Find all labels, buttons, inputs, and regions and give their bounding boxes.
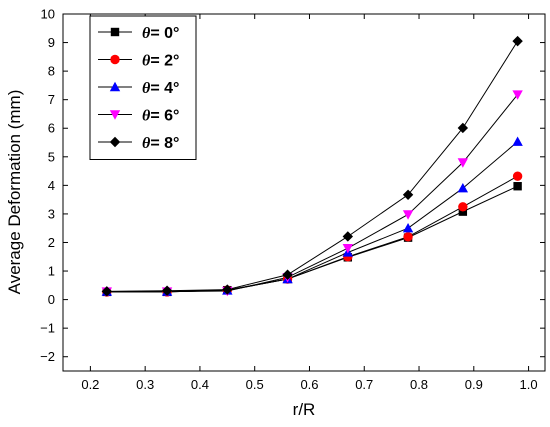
data-point-4-4 bbox=[342, 231, 354, 242]
x-tick-label: 0.8 bbox=[410, 377, 428, 392]
data-point-3-6 bbox=[457, 158, 469, 168]
x-axis-title: r/R bbox=[293, 400, 316, 419]
data-point-1-7 bbox=[512, 171, 523, 181]
legend-name-4: = 8° bbox=[150, 135, 179, 152]
y-tick-label: 7 bbox=[48, 92, 55, 107]
y-tick-label: 9 bbox=[48, 35, 55, 50]
legend-label-3: θ= 6° bbox=[142, 108, 179, 125]
legend-marker-1 bbox=[110, 54, 120, 65]
y-tick-label: 1 bbox=[48, 264, 55, 279]
data-point-4-2 bbox=[222, 284, 233, 295]
y-tick-label: 3 bbox=[48, 206, 55, 221]
y-tick-label: 0 bbox=[48, 292, 55, 307]
y-tick-label: 2 bbox=[48, 235, 55, 250]
series-lines bbox=[106, 40, 519, 293]
y-tick-label: 4 bbox=[48, 178, 55, 193]
data-point-4-1 bbox=[161, 285, 173, 296]
x-tick-label: 0.6 bbox=[300, 377, 318, 392]
legend-symbol-1: θ bbox=[142, 53, 151, 70]
x-tick-label: 0.7 bbox=[355, 377, 373, 392]
legend-marker-3 bbox=[109, 110, 121, 120]
y-tick-label: 5 bbox=[48, 149, 55, 164]
legend: θ= 0°θ= 2°θ= 4°θ= 6°θ= 8° bbox=[89, 15, 197, 160]
legend-name-3: = 6° bbox=[150, 108, 179, 125]
y-tick-label: −2 bbox=[40, 349, 55, 364]
x-tick-label: 0.3 bbox=[136, 377, 154, 392]
legend-name-0: = 0° bbox=[150, 25, 179, 42]
y-tick-label: 10 bbox=[41, 7, 55, 22]
legend-name-2: = 4° bbox=[150, 80, 179, 97]
legend-label-4: θ= 8° bbox=[142, 135, 179, 152]
x-tick-label: 0.5 bbox=[246, 377, 264, 392]
data-point-1-5 bbox=[403, 232, 413, 242]
series-line-3 bbox=[106, 94, 519, 293]
data-point-4-0 bbox=[101, 286, 113, 297]
data-point-2-7 bbox=[512, 136, 523, 146]
data-point-4-6 bbox=[457, 122, 469, 134]
data-point-3-5 bbox=[402, 210, 414, 220]
data-point-3-7 bbox=[512, 90, 523, 100]
legend-label-0: θ= 0° bbox=[142, 25, 179, 42]
legend-marker-4 bbox=[109, 136, 121, 148]
data-point-4-5 bbox=[402, 189, 414, 200]
data-point-4-3 bbox=[282, 269, 293, 280]
y-tick-label: −1 bbox=[40, 321, 55, 336]
legend-marker-2 bbox=[109, 81, 121, 92]
x-tick-label: 0.9 bbox=[465, 377, 483, 392]
x-tick-label: 0.4 bbox=[191, 377, 209, 392]
data-point-4-7 bbox=[512, 35, 523, 47]
legend-label-2: θ= 4° bbox=[142, 80, 179, 97]
data-point-0-7 bbox=[513, 182, 522, 191]
data-point-2-5 bbox=[402, 223, 414, 233]
legend-box bbox=[89, 15, 197, 160]
y-tick-label: 6 bbox=[48, 121, 55, 136]
x-tick-label: 0.2 bbox=[81, 377, 99, 392]
legend-symbol-2: θ bbox=[142, 80, 151, 97]
axis-ticks: 0.2 0.3 0.4 0.5 0.6 0.7 0.8 0.9 1.0 −2 −1 0 1 2 3 4 5 6 7 8… bbox=[40, 7, 545, 392]
legend-symbol-4: θ bbox=[142, 135, 151, 152]
legend-marker-0 bbox=[110, 27, 120, 37]
data-point-2-6 bbox=[457, 183, 469, 193]
data-point-0-6 bbox=[458, 207, 468, 216]
x-tick-label: 1.0 bbox=[520, 377, 538, 392]
legend-label-1: θ= 2° bbox=[142, 53, 179, 70]
legend-name-1: = 2° bbox=[150, 53, 179, 70]
legend-symbol-3: θ bbox=[142, 108, 151, 125]
y-tick-label: 8 bbox=[48, 64, 55, 79]
y-axis-title: Average Deformation (mm) bbox=[5, 90, 24, 295]
series-markers bbox=[101, 35, 523, 297]
data-point-3-4 bbox=[342, 243, 354, 254]
legend-symbol-0: θ bbox=[142, 25, 151, 42]
data-point-1-6 bbox=[458, 202, 468, 212]
series-line-4 bbox=[106, 40, 519, 292]
